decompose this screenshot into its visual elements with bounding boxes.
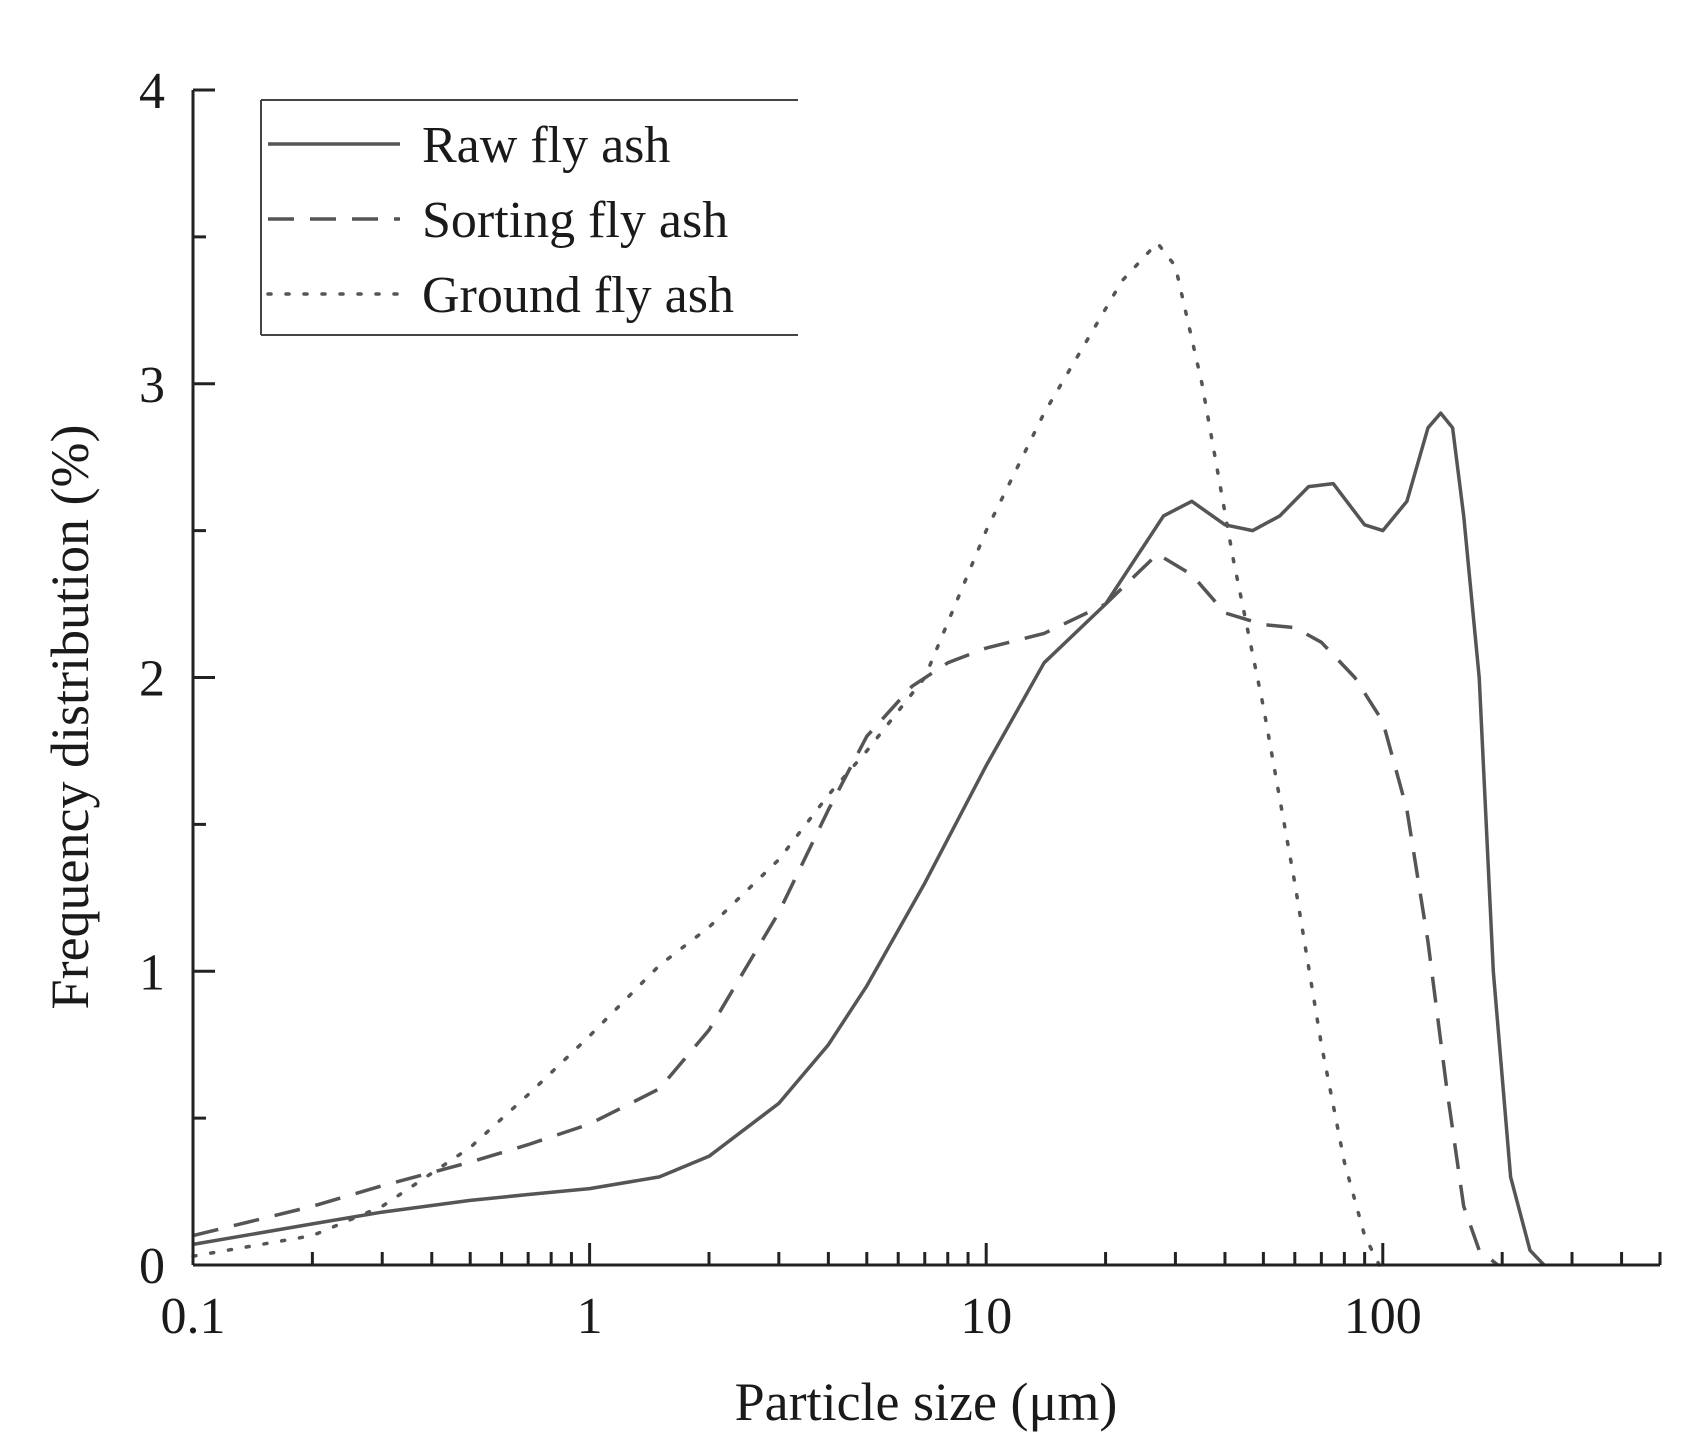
y-tick-label: 0: [139, 1238, 165, 1295]
y-axis-tick-labels: 0 1 2 3 4: [139, 63, 165, 1295]
x-tick-label: 100: [1344, 1288, 1422, 1345]
plot-area: [191, 241, 1546, 1267]
y-tick-label: 2: [139, 651, 165, 708]
x-axis-ticks: [191, 1243, 1662, 1265]
y-tick-label: 4: [139, 63, 165, 120]
y-tick-label: 1: [139, 944, 165, 1001]
y-axis-ticks: [193, 88, 215, 1267]
x-axis-title: Particle size (μm): [735, 1372, 1118, 1432]
y-tick-label: 3: [139, 357, 165, 414]
legend-entries: Raw fly ash Sorting fly ash Ground fly ash: [266, 117, 734, 324]
legend-label-raw-fly-ash: Raw fly ash: [422, 117, 670, 174]
series-line-raw-fly-ash: [192, 411, 1546, 1267]
x-tick-label: 10: [960, 1288, 1012, 1345]
series-line-ground-fly-ash: [191, 241, 1382, 1267]
x-tick-label: 1: [577, 1288, 603, 1345]
legend-label-sorting-fly-ash: Sorting fly ash: [422, 192, 728, 249]
series-line-sorting-fly-ash: [192, 552, 1499, 1267]
x-axis-tick-labels: 0.1 1 10 100: [161, 1288, 1422, 1345]
legend: Raw fly ash Sorting fly ash Ground fly ash: [260, 99, 798, 336]
x-tick-label: 0.1: [161, 1288, 226, 1345]
legend-label-ground-fly-ash: Ground fly ash: [422, 267, 734, 324]
y-axis-title: Frequency distribution (%): [40, 425, 100, 1010]
